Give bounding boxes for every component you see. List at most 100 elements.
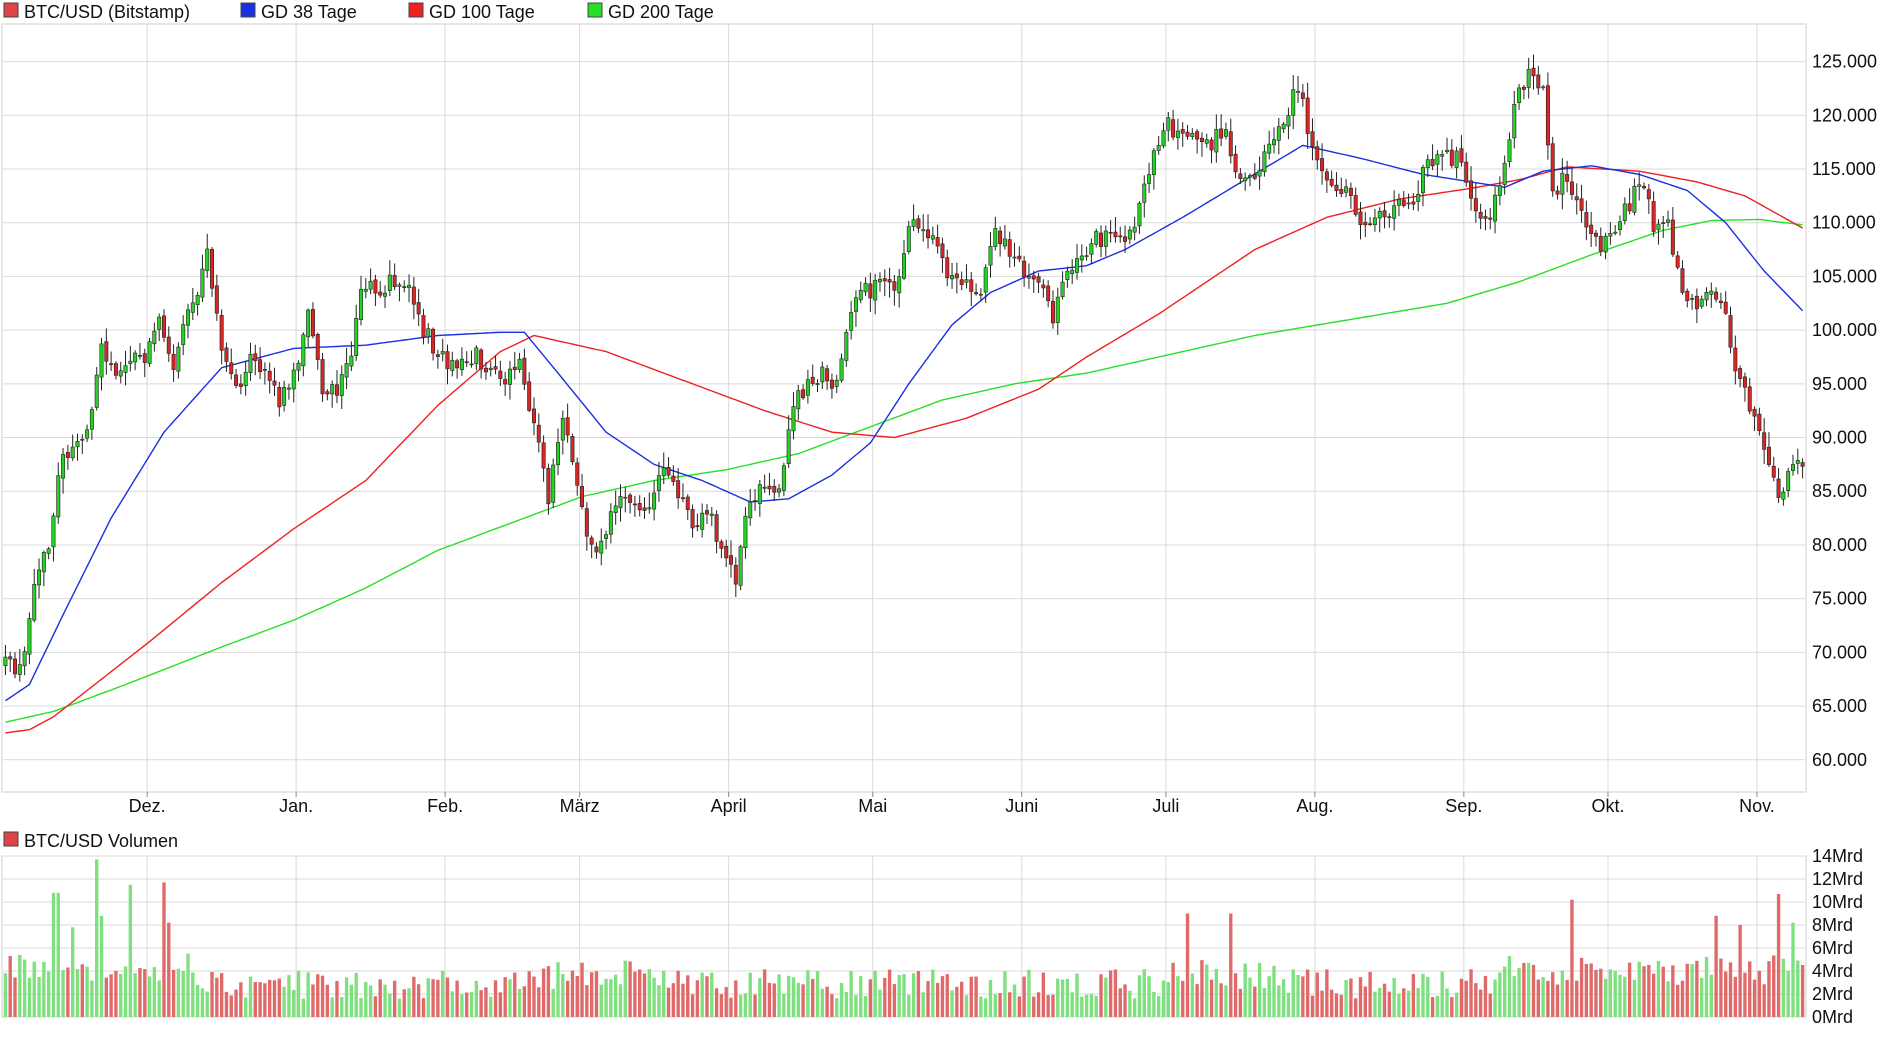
candle: [51, 512, 56, 562]
candle: [1622, 197, 1627, 225]
volume-bar: [1685, 963, 1689, 1017]
candle: [1228, 118, 1233, 164]
candle: [1022, 255, 1027, 287]
legend-label-gd100: GD 100 Tage: [429, 2, 535, 22]
volume-bar: [796, 982, 800, 1017]
candle: [1387, 213, 1392, 228]
volume-bar: [99, 915, 104, 1017]
volume-bar: [1512, 976, 1516, 1017]
volume-bar: [311, 984, 315, 1017]
candle: [407, 274, 412, 303]
volume-bar: [1579, 957, 1584, 1017]
candle: [1094, 228, 1099, 248]
price-y-tick-label: 60.000: [1812, 750, 1867, 770]
candle: [1377, 207, 1382, 233]
volume-bar: [292, 989, 296, 1017]
volume-bar: [652, 977, 656, 1017]
volume-bar: [580, 962, 584, 1017]
volume-bar: [85, 966, 89, 1017]
volume-bar: [988, 980, 993, 1017]
volume-bar: [1080, 996, 1084, 1017]
candle: [378, 281, 383, 298]
candle: [493, 356, 498, 375]
volume-bar: [42, 961, 46, 1017]
candle: [1190, 128, 1195, 140]
candle: [887, 267, 892, 298]
candle: [1651, 191, 1656, 237]
candle: [123, 350, 128, 386]
volume-bar: [772, 983, 776, 1017]
candle: [46, 546, 51, 560]
volume-bar: [1469, 969, 1473, 1017]
volume-bar: [1435, 995, 1440, 1017]
candle: [435, 349, 440, 369]
volume-bar: [1157, 996, 1161, 1017]
volume-bar: [705, 976, 709, 1017]
volume-bar: [378, 979, 382, 1017]
candle: [695, 513, 700, 532]
volume-bar: [1118, 988, 1122, 1017]
volume-bar: [1733, 976, 1738, 1017]
volume-bar: [1008, 992, 1012, 1017]
volume-bar: [1272, 965, 1276, 1017]
candle: [993, 216, 998, 251]
candle: [1637, 172, 1642, 201]
volume-bar: [1368, 971, 1372, 1017]
volume-bar: [613, 974, 618, 1017]
volume-y-axis: 0Mrd 2Mrd 4Mrd 6Mrd 8Mrd 10Mrd 12Mrd 14Mrd: [1812, 846, 1863, 1027]
volume-bar: [493, 980, 498, 1017]
volume-bar: [1397, 993, 1401, 1017]
volume-bar: [777, 974, 781, 1017]
candle: [32, 568, 37, 623]
candle: [450, 351, 455, 377]
candle: [1656, 219, 1661, 245]
volume-bar: [503, 977, 507, 1017]
candle: [13, 652, 17, 679]
candle: [1502, 155, 1507, 195]
volume-bar: [1402, 988, 1406, 1017]
candle: [1714, 287, 1719, 303]
volume-bar: [1416, 987, 1420, 1017]
candle: [1795, 448, 1800, 475]
volume-bar: [1281, 979, 1286, 1017]
volume-bar: [1570, 899, 1574, 1017]
candle: [176, 342, 181, 379]
volume-y-tick-label: 0Mrd: [1812, 1007, 1853, 1027]
candle: [1233, 145, 1238, 179]
candle: [1541, 84, 1546, 91]
candle: [99, 337, 104, 391]
volume-bar: [686, 975, 690, 1017]
candle: [1142, 175, 1147, 218]
volume-bar: [1728, 962, 1733, 1017]
volume-bar: [1603, 978, 1608, 1017]
volume-bar: [272, 980, 277, 1017]
volume-bar: [1166, 982, 1170, 1017]
volume-bar: [1575, 980, 1579, 1017]
candle: [1723, 291, 1728, 316]
volume-bar: [844, 991, 849, 1017]
volume-bar: [114, 970, 118, 1017]
candle: [1272, 127, 1276, 154]
volume-bar: [767, 982, 772, 1017]
volume-bar: [301, 998, 306, 1017]
volume-bar: [1329, 989, 1334, 1017]
candle: [844, 329, 849, 367]
volume-bar: [1253, 986, 1257, 1017]
price-y-tick-label: 115.000: [1812, 159, 1876, 179]
candle: [1195, 128, 1200, 154]
volume-bar: [1132, 998, 1137, 1017]
candle: [532, 397, 536, 436]
candle: [1118, 226, 1123, 243]
volume-bar: [1560, 970, 1565, 1017]
candle: [1742, 372, 1747, 402]
volume-bar: [1459, 978, 1464, 1017]
candle: [70, 434, 75, 461]
volume-bar: [450, 991, 454, 1017]
volume-bar: [1464, 980, 1468, 1017]
candle: [1420, 164, 1425, 207]
candle: [1300, 83, 1305, 107]
volume-bar: [210, 971, 214, 1017]
volume-bar: [234, 989, 238, 1017]
candle: [1704, 287, 1709, 307]
volume-bar: [1036, 992, 1041, 1017]
